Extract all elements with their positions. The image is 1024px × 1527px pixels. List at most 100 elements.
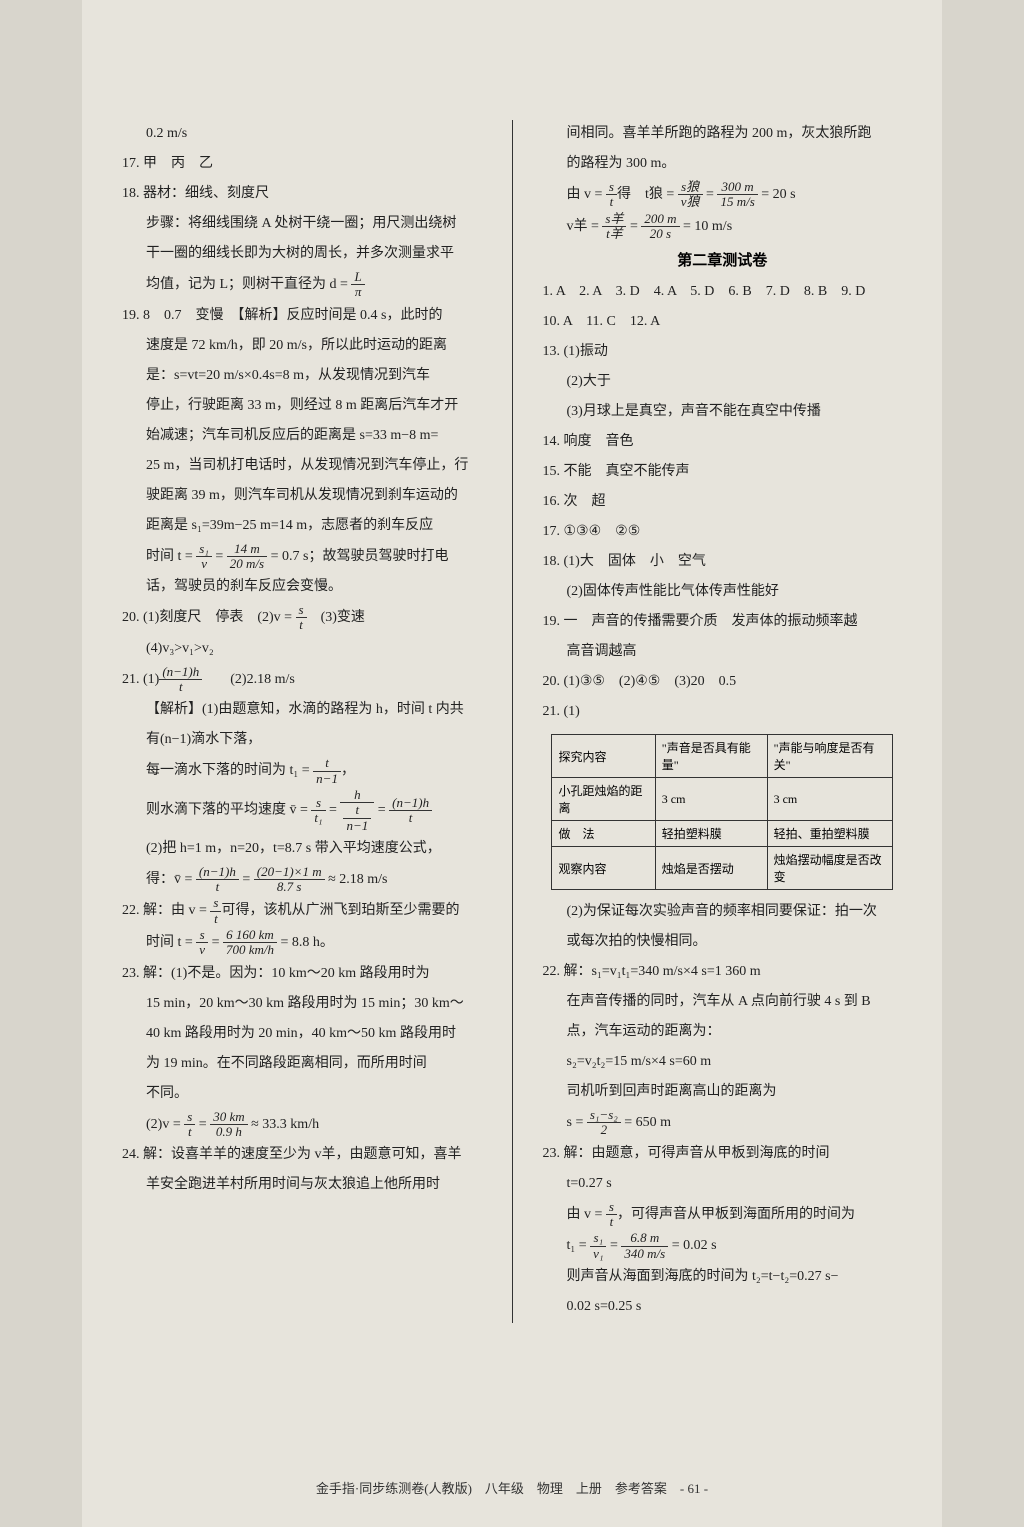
table-cell: 烛焰摆动幅度是否改变 <box>767 847 892 890</box>
text-span: = <box>626 219 641 234</box>
text-line: 话，驾驶员的刹车反应会变慢。 <box>122 573 482 601</box>
fraction: st₁ <box>311 796 325 826</box>
text-line: 不同。 <box>122 1080 482 1108</box>
text-line: 则水滴下落的平均速度 v̄ = st₁ = htn−1 = (n−1)ht <box>122 788 482 833</box>
numerator: 300 m <box>717 180 757 195</box>
text-span: = <box>212 549 227 564</box>
page-footer: 金手指·同步练测卷(人教版) 八年级 物理 上册 参考答案 - 61 - <box>122 1478 902 1497</box>
text-span: s = <box>567 1115 587 1130</box>
numerator: s <box>606 180 617 195</box>
text-span: = <box>195 1117 210 1132</box>
denominator: t羊 <box>602 227 626 241</box>
text-span: 每一滴水下落的时间为 t₁ = <box>146 763 313 778</box>
fraction: st <box>606 180 617 210</box>
text-span: = <box>239 872 254 887</box>
denominator: v <box>196 943 208 957</box>
numerator: s₁ <box>590 1231 606 1246</box>
text-line: 为 19 min。在不同路段距离相同，而所用时间 <box>122 1050 482 1078</box>
denominator: 15 m/s <box>717 195 757 209</box>
fraction: (n−1)ht <box>196 865 239 895</box>
numerator: h <box>340 788 374 803</box>
denominator: 2 <box>587 1123 621 1137</box>
numerator: s <box>296 603 307 618</box>
nested-fraction: tn−1 <box>343 803 371 833</box>
numerator: 200 m <box>641 212 679 227</box>
denominator: v <box>196 557 212 571</box>
text-line: 23. 解：由题意，可得声音从甲板到海底的时间 <box>543 1140 903 1168</box>
fraction: st <box>184 1110 195 1140</box>
numerator: s <box>311 796 325 811</box>
fraction: sv <box>196 928 208 958</box>
column-divider <box>512 120 513 1323</box>
text-line: t₁ = s₁v₁ = 6.8 m340 m/s = 0.02 s <box>543 1231 903 1261</box>
text-span: 由 v = <box>567 187 606 202</box>
text-line: 由 v = st，可得声音从甲板到海面所用的时间为 <box>543 1200 903 1230</box>
text-line: 17. 甲 丙 乙 <box>122 150 482 178</box>
table-cell: "声能与响度是否有关" <box>767 735 892 778</box>
text-line: 22. 解：由 v = st可得，该机从广洲飞到珀斯至少需要的 <box>122 896 482 926</box>
text-line: 停止，行驶距离 33 m，则经过 8 m 距离后汽车才开 <box>122 392 482 420</box>
text-line: 速度是 72 km/h，即 20 m/s，所以此时运动的距离 <box>122 332 482 360</box>
fraction: 300 m15 m/s <box>717 180 757 210</box>
table-cell: 探究内容 <box>552 735 655 778</box>
text-line: v羊 = s羊t羊 = 200 m20 s = 10 m/s <box>543 212 903 242</box>
text-line: 时间 t = sv = 6 160 km700 km/h = 8.8 h。 <box>122 928 482 958</box>
text-line: (2)v = st = 30 km0.9 h ≈ 33.3 km/h <box>122 1110 482 1140</box>
denominator: 0.9 h <box>210 1125 247 1139</box>
text-line: 则声音从海面到海底的时间为 t₂=t−t₂=0.27 s− <box>543 1263 903 1291</box>
text-line: 25 m，当司机打电话时，从发现情况到汽车停止，行 <box>122 452 482 480</box>
fraction: st <box>296 603 307 633</box>
text-span: = <box>326 803 341 818</box>
text-line: 24. 解：设喜羊羊的速度至少为 v羊，由题意可知，喜羊 <box>122 1141 482 1169</box>
text-line: 是：s=vt=20 m/s×0.4s=8 m，从发现情况到汽车 <box>122 362 482 390</box>
fraction: st <box>606 1200 617 1230</box>
text-line: 16. 次 超 <box>543 488 903 516</box>
table-cell: 观察内容 <box>552 847 655 890</box>
numerator: (20−1)×1 m <box>254 865 325 880</box>
text-line: 19. 一 声音的传播需要介质 发声体的振动频率越 <box>543 608 903 636</box>
fraction: s₁v <box>196 542 212 572</box>
text-line: 在声音传播的同时，汽车从 A 点向前行驶 4 s 到 B <box>543 988 903 1016</box>
fraction: (20−1)×1 m8.7 s <box>254 865 325 895</box>
numerator: 6.8 m <box>621 1231 668 1246</box>
text-line: 的路程为 300 m。 <box>543 150 903 178</box>
numerator: t <box>343 803 371 818</box>
text-line: 步骤：将细线围绕 A 处树干绕一圈；用尺测出绕树 <box>122 210 482 238</box>
text-line: 有(n−1)滴水下落， <box>122 726 482 754</box>
numerator: (n−1)h <box>389 796 432 811</box>
text-span: 则水滴下落的平均速度 v̄ = <box>146 803 311 818</box>
fraction: 6.8 m340 m/s <box>621 1231 668 1261</box>
table-cell: 烛焰是否摆动 <box>655 847 767 890</box>
denominator: t <box>184 1125 195 1139</box>
experiment-table: 探究内容 "声音是否具有能量" "声能与响度是否有关" 小孔距烛焰的距离 3 c… <box>551 734 893 890</box>
text-span: 22. 解：由 v = <box>122 903 210 918</box>
text-line: 21. (1) <box>543 698 903 726</box>
numerator: s <box>196 928 208 943</box>
table-row: 做 法 轻拍塑料膜 轻拍、重拍塑料膜 <box>552 821 893 847</box>
denominator: 20 m/s <box>227 557 267 571</box>
table-cell: 轻拍塑料膜 <box>655 821 767 847</box>
fraction: st <box>210 896 221 926</box>
text-line: 每一滴水下落的时间为 t₁ = tn−1， <box>122 756 482 786</box>
text-span: 得：v̄ = <box>146 872 196 887</box>
text-span: = <box>703 187 718 202</box>
denominator: 340 m/s <box>621 1247 668 1261</box>
text-line: 0.02 s=0.25 s <box>543 1293 903 1321</box>
denominator: t₁ <box>311 811 325 825</box>
fraction: (n−1)ht <box>159 665 202 695</box>
numerator: s <box>606 1200 617 1215</box>
denominator: n−1 <box>343 819 371 833</box>
text-span: = 8.8 h。 <box>277 935 334 950</box>
text-span: 均值，记为 L；则树干直径为 d = <box>146 277 351 292</box>
denominator: t <box>210 912 221 926</box>
denominator: n−1 <box>313 772 341 786</box>
two-column-layout: 0.2 m/s 17. 甲 丙 乙 18. 器材：细线、刻度尺 步骤：将细线围绕… <box>122 120 902 1323</box>
fraction: 30 km0.9 h <box>210 1110 247 1140</box>
section-title: 第二章测试卷 <box>543 249 903 270</box>
text-span: 可得，该机从广洲飞到珀斯至少需要的 <box>221 903 459 918</box>
text-span: = 0.02 s <box>668 1238 716 1253</box>
text-span: = 10 m/s <box>680 219 733 234</box>
text-line: t=0.27 s <box>543 1170 903 1198</box>
numerator: 6 160 km <box>223 928 277 943</box>
text-line: 驶距离 39 m，则汽车司机从发现情况到刹车运动的 <box>122 482 482 510</box>
